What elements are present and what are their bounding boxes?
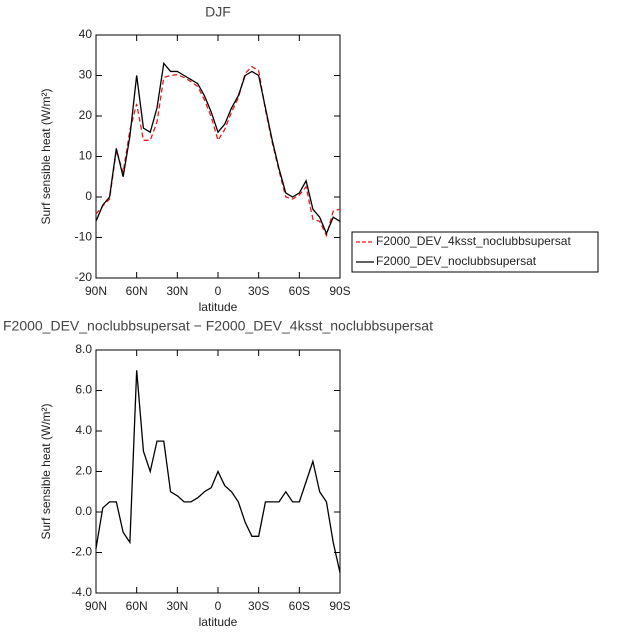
x-tick-label: 30S bbox=[248, 284, 269, 298]
x-tick-label: 30N bbox=[166, 284, 188, 298]
y-axis-label: Surf sensible heat (W/m²) bbox=[39, 403, 53, 539]
x-axis-label: latitude bbox=[199, 615, 238, 629]
series-line bbox=[95, 370, 341, 573]
y-tick-label: 0.0 bbox=[75, 504, 92, 518]
y-tick-label: -20 bbox=[75, 270, 93, 284]
x-tick-label: 30S bbox=[248, 599, 269, 613]
series-line bbox=[95, 61, 341, 236]
plot-frame bbox=[95, 34, 341, 279]
y-tick-label: 10 bbox=[79, 149, 93, 163]
x-tick-label: 90S bbox=[329, 284, 350, 298]
x-axis-label: latitude bbox=[199, 300, 238, 314]
y-tick-label: 8.0 bbox=[75, 342, 92, 356]
legend-label: F2000_DEV_noclubbsupersat bbox=[376, 254, 537, 268]
chart-title: F2000_DEV_noclubbsupersat − F2000_DEV_4k… bbox=[3, 318, 433, 334]
y-axis-label: Surf sensible heat (W/m²) bbox=[39, 88, 53, 224]
x-tick-label: 90S bbox=[329, 599, 350, 613]
x-tick-label: 60S bbox=[289, 599, 310, 613]
series-line bbox=[95, 65, 341, 238]
y-tick-label: 20 bbox=[79, 108, 93, 122]
x-tick-label: 90N bbox=[85, 284, 107, 298]
x-tick-label: 0 bbox=[215, 284, 222, 298]
y-tick-label: 6.0 bbox=[75, 383, 92, 397]
y-tick-label: -10 bbox=[75, 230, 93, 244]
x-tick-label: 0 bbox=[215, 599, 222, 613]
y-tick-label: 40 bbox=[79, 27, 93, 41]
y-tick-label: 0 bbox=[85, 189, 92, 203]
x-tick-label: 60N bbox=[126, 284, 148, 298]
y-tick-label: 4.0 bbox=[75, 423, 92, 437]
x-tick-label: 60N bbox=[126, 599, 148, 613]
x-tick-label: 60S bbox=[289, 284, 310, 298]
y-tick-label: -4.0 bbox=[71, 585, 92, 599]
chart-title: DJF bbox=[205, 4, 231, 20]
x-tick-label: 30N bbox=[166, 599, 188, 613]
legend-label: F2000_DEV_4ksst_noclubbsupersat bbox=[376, 234, 571, 248]
y-tick-label: 30 bbox=[79, 68, 93, 82]
legend-box bbox=[351, 231, 599, 273]
x-tick-label: 90N bbox=[85, 599, 107, 613]
y-tick-label: -2.0 bbox=[71, 545, 92, 559]
y-tick-label: 2.0 bbox=[75, 464, 92, 478]
